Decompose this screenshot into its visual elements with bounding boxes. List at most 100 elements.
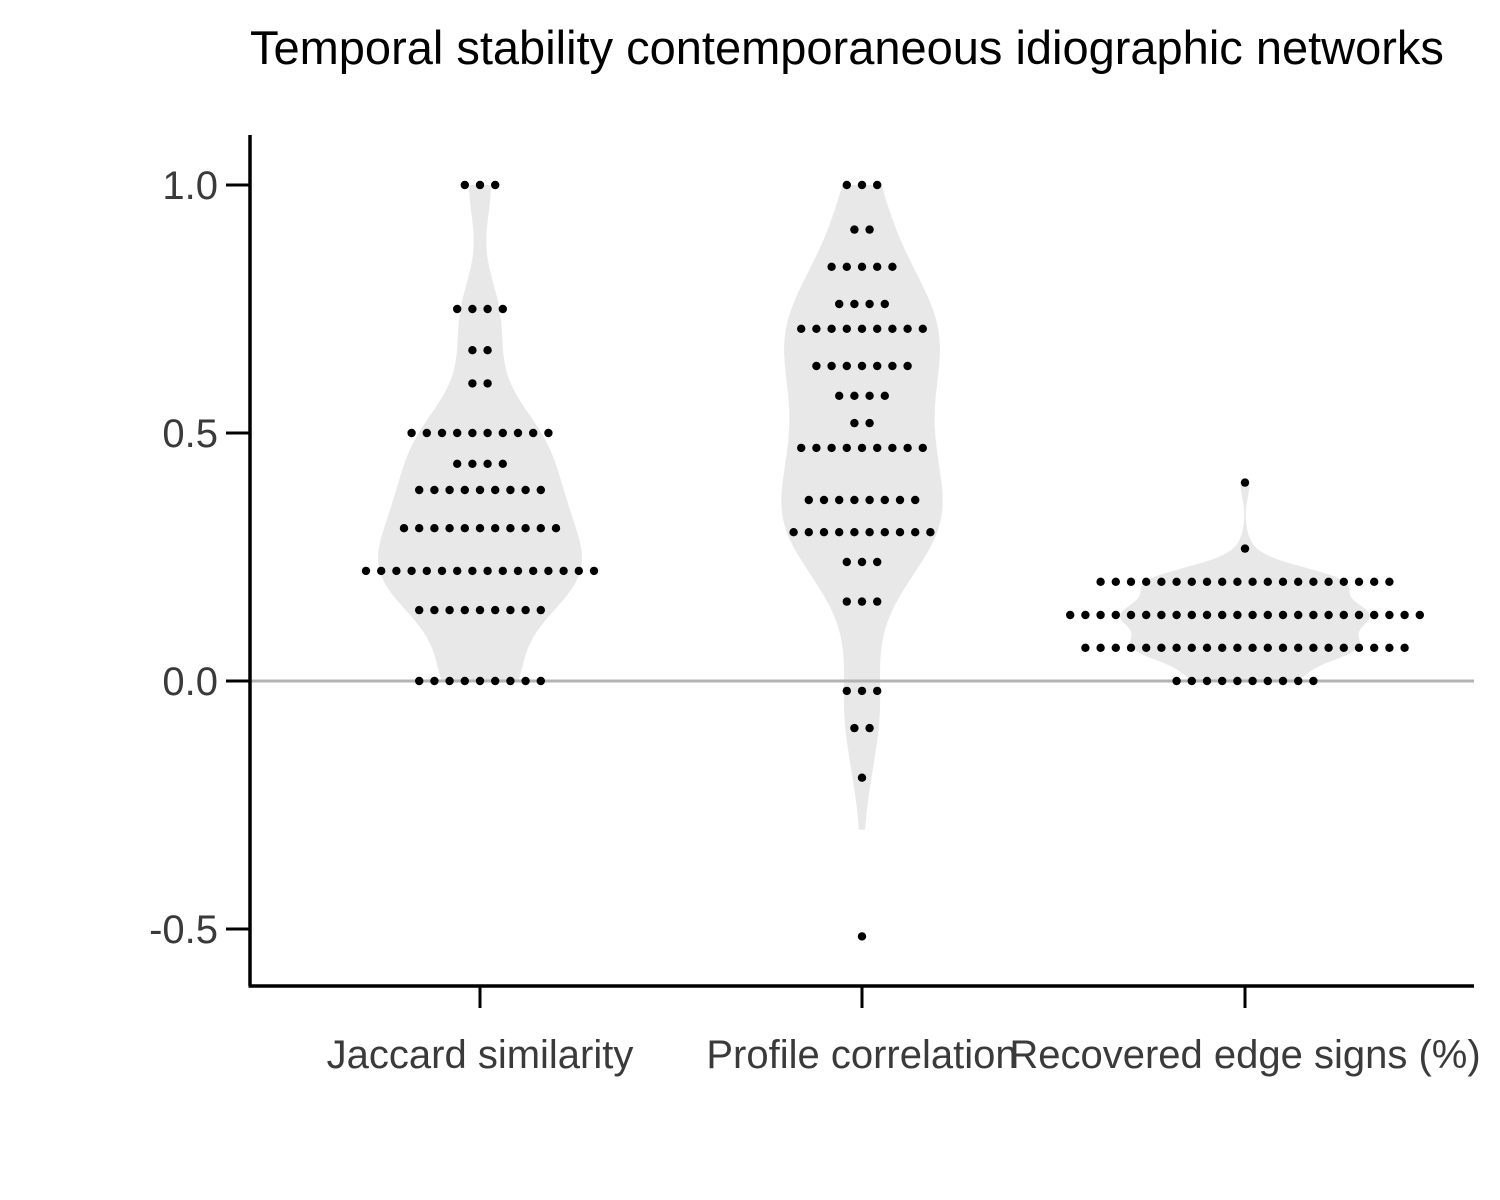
data-point (536, 524, 545, 533)
data-point (1385, 577, 1394, 586)
data-point (1339, 577, 1349, 586)
data-point (430, 524, 439, 533)
data-point (1172, 643, 1181, 652)
data-point (1111, 577, 1121, 586)
data-point (895, 528, 905, 537)
data-point (551, 524, 561, 533)
data-point (536, 676, 545, 686)
data-point (521, 485, 530, 495)
data-point (399, 524, 409, 533)
data-point (1218, 676, 1227, 686)
x-tick-label: Profile correlation (706, 1033, 1017, 1077)
data-point (1339, 610, 1349, 620)
data-point (873, 262, 882, 271)
data-point (835, 299, 844, 309)
data-point (483, 566, 492, 576)
data-point (437, 566, 447, 576)
data-point (1218, 643, 1227, 652)
data-point (1233, 610, 1242, 620)
data-point (827, 443, 836, 453)
data-point (475, 485, 485, 495)
data-point (1263, 610, 1273, 620)
data-point (865, 528, 874, 537)
data-point (911, 528, 920, 537)
data-point (445, 605, 454, 615)
data-point (880, 528, 889, 537)
data-point (1218, 610, 1227, 620)
data-point (475, 676, 485, 686)
data-point (850, 225, 859, 234)
data-point (1202, 610, 1212, 620)
data-point (865, 495, 874, 505)
data-point (1157, 577, 1166, 586)
data-point (468, 428, 477, 438)
data-point (1157, 610, 1166, 620)
data-point (880, 391, 889, 400)
data-point (1096, 643, 1105, 652)
data-point (377, 566, 386, 576)
y-tick-label: -0.5 (149, 908, 218, 952)
data-point (521, 524, 530, 533)
data-point (506, 524, 515, 533)
data-point (1248, 610, 1257, 620)
data-point (1278, 676, 1288, 686)
data-point (1240, 544, 1250, 553)
data-point (430, 676, 439, 686)
data-point (918, 324, 927, 333)
data-point (804, 495, 813, 505)
data-point (1294, 676, 1303, 686)
data-point (850, 418, 859, 428)
violin-shape (377, 185, 583, 681)
data-point (865, 299, 874, 309)
data-point (589, 566, 599, 576)
data-point (1142, 610, 1151, 620)
data-point (880, 495, 889, 505)
data-point (521, 605, 530, 615)
data-point (506, 485, 515, 495)
data-point (827, 361, 836, 371)
data-point (842, 180, 851, 190)
data-point (544, 428, 553, 438)
data-point (445, 485, 454, 495)
data-point (865, 723, 874, 733)
data-point (453, 566, 462, 576)
data-point (1370, 643, 1379, 652)
data-point (842, 262, 851, 271)
data-point (812, 324, 821, 333)
data-point (475, 605, 485, 615)
data-point (1309, 643, 1318, 652)
data-point (468, 379, 477, 388)
data-point (873, 686, 882, 696)
data-point (506, 676, 515, 686)
data-point (1157, 643, 1166, 652)
data-point (430, 485, 439, 495)
data-point (1370, 610, 1379, 620)
data-point (888, 324, 897, 333)
data-point (453, 428, 462, 438)
data-point (1309, 577, 1318, 586)
data-point (498, 428, 507, 438)
data-point (1354, 643, 1364, 652)
data-point (491, 485, 500, 495)
data-point (521, 676, 530, 686)
data-point (873, 557, 882, 567)
data-point (445, 524, 454, 533)
data-point (483, 379, 492, 388)
data-point (1324, 577, 1333, 586)
data-point (1263, 577, 1273, 586)
data-point (1309, 676, 1318, 686)
data-point (1354, 610, 1364, 620)
data-point (536, 605, 545, 615)
data-point (1111, 643, 1121, 652)
data-point (857, 324, 867, 333)
data-point (1233, 643, 1242, 652)
data-point (797, 443, 806, 453)
data-point (529, 566, 538, 576)
data-point (437, 428, 447, 438)
dot-layer (361, 180, 1425, 941)
data-point (415, 485, 424, 495)
data-point (491, 676, 500, 686)
data-point (1233, 577, 1242, 586)
data-point (842, 597, 851, 606)
data-point (850, 391, 859, 400)
